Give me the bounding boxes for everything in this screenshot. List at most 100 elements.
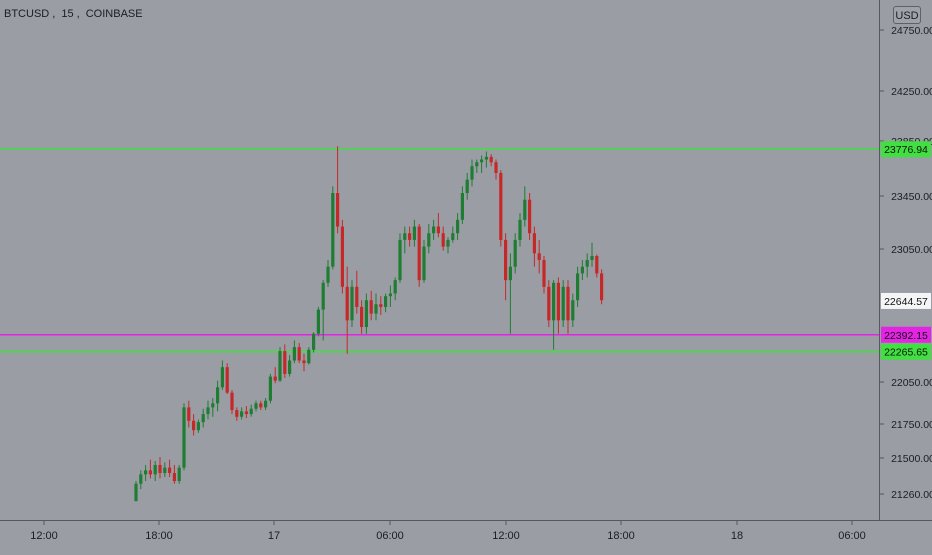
candle[interactable] [499,170,503,247]
candle[interactable] [465,172,469,200]
candle[interactable] [595,254,599,278]
candle[interactable] [225,363,229,394]
candle[interactable] [571,293,575,328]
candle[interactable] [436,213,440,238]
candle[interactable] [163,462,167,478]
candle[interactable] [412,219,416,247]
candle[interactable] [537,239,541,274]
candle[interactable] [518,213,522,247]
candle[interactable] [244,406,248,419]
candle[interactable] [446,237,450,254]
candle[interactable] [532,226,536,267]
candle[interactable] [235,407,239,421]
candle[interactable] [542,256,546,294]
candle[interactable] [297,343,301,364]
candle[interactable] [393,277,397,301]
candle[interactable] [316,306,320,337]
candle[interactable] [494,159,498,180]
candle[interactable] [340,219,344,294]
candle[interactable] [168,459,172,478]
candle[interactable] [288,355,292,377]
candle[interactable] [331,186,335,270]
candle[interactable] [268,373,272,404]
candle[interactable] [374,293,378,321]
candle[interactable] [345,266,349,354]
candle[interactable] [144,464,148,482]
candle[interactable] [379,296,383,315]
candle[interactable] [384,293,388,313]
candle[interactable] [398,233,402,283]
candle[interactable] [547,280,551,328]
candle[interactable] [249,404,253,417]
candle[interactable] [206,400,210,420]
candle[interactable] [484,151,488,168]
candle[interactable] [355,270,359,314]
candle[interactable] [556,277,560,334]
candle[interactable] [307,347,311,365]
candle[interactable] [211,398,215,417]
candle[interactable] [388,285,392,307]
candle[interactable] [158,456,162,479]
candle[interactable] [292,340,296,364]
candle[interactable] [283,344,287,378]
candle[interactable] [432,219,436,240]
candle[interactable] [552,280,556,350]
candle[interactable] [427,223,431,254]
candle[interactable] [254,400,258,412]
candle[interactable] [230,389,234,415]
candle[interactable] [470,159,474,187]
candle[interactable] [264,398,268,411]
candle[interactable] [360,300,364,334]
candle[interactable] [513,233,517,274]
candle[interactable] [364,293,368,334]
candle[interactable] [585,253,589,278]
candle[interactable] [259,400,263,411]
candle[interactable] [441,226,445,251]
candle[interactable] [561,280,565,328]
candle[interactable] [489,154,493,167]
candle[interactable] [408,226,412,247]
candle[interactable] [312,332,316,353]
candle[interactable] [600,269,604,305]
candle[interactable] [350,280,354,328]
candle[interactable] [177,464,181,484]
candle[interactable] [590,242,594,267]
candle[interactable] [451,226,455,243]
candle[interactable] [302,353,306,372]
candle[interactable] [475,159,479,173]
candle[interactable] [576,266,580,307]
candle[interactable] [422,239,426,283]
candle[interactable] [336,146,340,234]
candle[interactable] [566,280,570,334]
candle[interactable] [403,226,407,254]
candle[interactable] [216,380,220,412]
candle[interactable] [456,213,460,240]
candle[interactable] [580,260,584,281]
candle[interactable] [326,260,330,287]
candle[interactable] [460,186,464,224]
candle[interactable] [273,367,277,384]
candle[interactable] [192,414,196,436]
candle[interactable] [172,464,176,484]
candle[interactable] [417,223,421,287]
candle[interactable] [240,407,244,420]
candle[interactable] [523,186,527,227]
candle[interactable] [153,460,157,482]
candle[interactable] [369,290,373,321]
candle[interactable] [139,470,143,490]
candle[interactable] [201,408,205,428]
candle[interactable] [187,400,191,428]
candle[interactable] [528,193,532,240]
candle[interactable] [182,403,186,471]
candle[interactable] [508,253,512,334]
candle[interactable] [278,347,282,382]
candle[interactable] [504,233,508,301]
candle[interactable] [321,280,325,341]
candle[interactable] [196,419,200,433]
candle[interactable] [480,155,484,173]
currency-button[interactable]: USD [893,6,921,24]
candle[interactable] [134,481,138,502]
candle[interactable] [148,459,152,479]
